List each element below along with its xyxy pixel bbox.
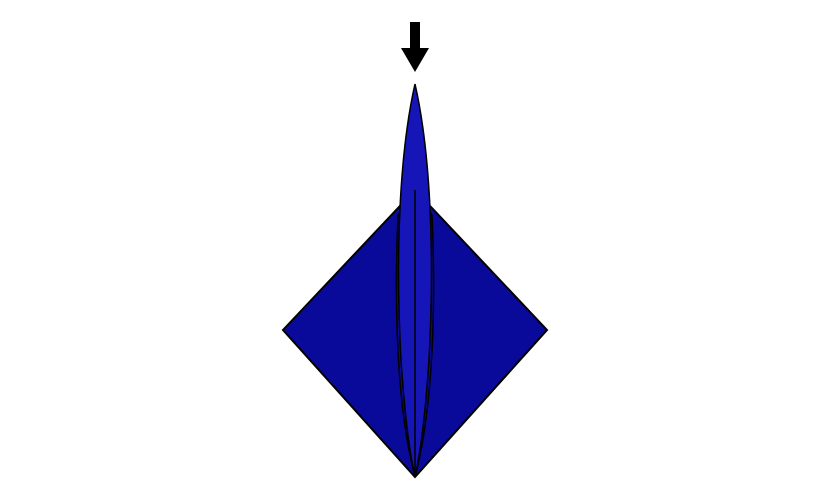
arrow-shaft	[410, 22, 420, 50]
push-down-arrow-icon	[401, 22, 429, 72]
arrow-head	[401, 48, 429, 72]
